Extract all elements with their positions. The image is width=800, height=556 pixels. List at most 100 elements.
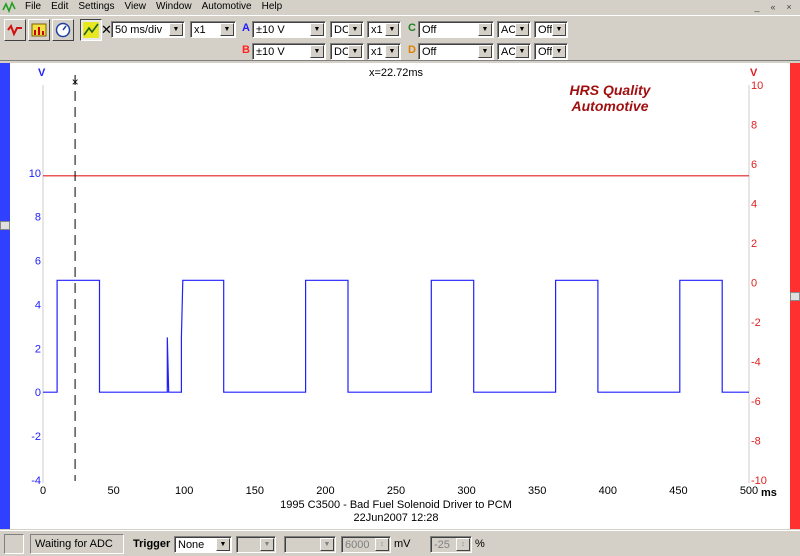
- window-controls: _ « ×: [750, 1, 796, 13]
- menu-automotive[interactable]: Automotive: [201, 1, 252, 12]
- channel-a-multiplier: x1: [371, 23, 383, 36]
- scope-display[interactable]: 10 8 6 4 2 0 -2 -4 10 8 6 4 2 0 -2 -4 -6 -8 -10 0 50 100 150…: [0, 63, 800, 529]
- chevron-down-icon: ▼: [320, 538, 334, 551]
- channel-b-range-select[interactable]: ±10 V ▼: [252, 43, 326, 60]
- x-tick-label: 50: [107, 485, 119, 497]
- channel-b-offset-handle[interactable]: [790, 292, 800, 301]
- run-stop-button[interactable]: [4, 534, 24, 554]
- restore-button[interactable]: «: [770, 2, 776, 12]
- channel-a-label: A: [242, 22, 250, 34]
- channel-a-range-select[interactable]: ±10 V ▼: [252, 21, 326, 38]
- cursor-marker[interactable]: ×: [72, 75, 79, 89]
- timebase-select[interactable]: 50 ms/div ▼: [111, 21, 185, 38]
- right-tick-label: -10: [751, 475, 767, 487]
- channel-d-coupling-select[interactable]: AC ▼: [497, 43, 531, 60]
- menu-help[interactable]: Help: [261, 1, 283, 12]
- right-tick-label: 2: [751, 238, 757, 250]
- trigger-mode-select[interactable]: None ▼: [174, 536, 232, 553]
- trigger-label: Trigger: [133, 538, 171, 550]
- zoom-select[interactable]: x1 ▼: [190, 21, 236, 38]
- x-tick-label: 150: [246, 485, 264, 497]
- channel-c-coupling-select[interactable]: AC ▼: [497, 21, 531, 38]
- channel-a-range: ±10 V: [256, 23, 285, 36]
- x-axis-unit: ms: [761, 487, 777, 499]
- channel-b-coupling: DC: [334, 45, 350, 58]
- channel-c-coupling: AC: [501, 23, 517, 36]
- channel-d-multiplier: Off: [538, 45, 553, 58]
- spinner-icon: ↕: [456, 538, 470, 551]
- trace-mode-button[interactable]: [80, 19, 102, 41]
- trigger-mode-value: None: [178, 538, 205, 551]
- left-tick-label: 8: [35, 212, 41, 224]
- x-axis: 0 50 100 150 200 250 300 350 400 450 500: [40, 485, 758, 497]
- watermark-line-2: Automotive: [571, 98, 649, 114]
- trigger-level-value: 6000: [345, 538, 370, 551]
- trigger-level-unit: mV: [394, 538, 411, 550]
- cursor-readout: x=22.72ms: [369, 67, 424, 79]
- channel-a-trace: [43, 279, 749, 393]
- right-tick-label: 0: [751, 278, 757, 290]
- cursor-cross-icon[interactable]: ✕: [101, 22, 112, 37]
- menu-edit[interactable]: Edit: [51, 1, 69, 12]
- menu-view[interactable]: View: [124, 1, 147, 12]
- right-tick-label: 10: [751, 80, 763, 92]
- status-message: Waiting for ADC: [35, 538, 113, 550]
- scope-mode-button[interactable]: [4, 19, 26, 41]
- trigger-delay-spinner[interactable]: -25 ↕: [430, 536, 472, 553]
- channel-b-label: B: [242, 44, 250, 56]
- app-icon: [2, 0, 16, 13]
- chevron-down-icon: ▼: [552, 45, 566, 58]
- bar-chart-icon: [31, 23, 47, 37]
- trigger-level-spinner[interactable]: 6000 ↕: [341, 536, 391, 553]
- channel-c-label: C: [408, 22, 416, 34]
- chevron-down-icon: ▼: [515, 45, 529, 58]
- right-tick-label: -6: [751, 396, 761, 408]
- channel-d-range-select[interactable]: Off ▼: [418, 43, 494, 60]
- left-tick-label: 10: [29, 168, 41, 180]
- spectrum-mode-button[interactable]: [28, 19, 50, 41]
- channel-c-multiplier-select[interactable]: Off ▼: [534, 21, 568, 38]
- meter-icon: [55, 22, 71, 38]
- right-tick-label: -8: [751, 436, 761, 448]
- channel-b-multiplier: x1: [371, 45, 383, 58]
- channel-c-range-select[interactable]: Off ▼: [418, 21, 494, 38]
- trigger-channel-select[interactable]: ▼: [236, 536, 276, 553]
- channel-b-coupling-select[interactable]: DC ▼: [330, 43, 364, 60]
- x-tick-label: 100: [175, 485, 193, 497]
- chevron-down-icon: ▼: [478, 23, 492, 36]
- scope-plot: 10 8 6 4 2 0 -2 -4 10 8 6 4 2 0 -2 -4 -6 -8 -10 0 50 100 150…: [29, 67, 777, 524]
- chevron-down-icon: ▼: [385, 23, 399, 36]
- chevron-down-icon: ▼: [310, 45, 324, 58]
- right-axis-unit: V: [750, 67, 758, 79]
- channel-d-coupling: AC: [501, 45, 517, 58]
- x-tick-label: 0: [40, 485, 46, 497]
- channel-a-offset-handle[interactable]: [0, 221, 10, 230]
- menu-settings[interactable]: Settings: [78, 1, 115, 12]
- channel-c-range: Off: [422, 23, 437, 36]
- chevron-down-icon: ▼: [385, 45, 399, 58]
- channel-a-coupling-select[interactable]: DC ▼: [330, 21, 364, 38]
- timebase-value: 50 ms/div: [115, 23, 163, 36]
- menu-file[interactable]: File: [25, 1, 42, 12]
- chevron-down-icon: ▼: [220, 23, 234, 36]
- scope-mode-icon: [7, 23, 22, 37]
- menu-window[interactable]: Window: [156, 1, 192, 12]
- chevron-down-icon: ▼: [552, 23, 566, 36]
- minimize-button[interactable]: _: [754, 2, 760, 12]
- channel-a-offset-bar[interactable]: [0, 63, 10, 529]
- meter-mode-button[interactable]: [52, 19, 74, 41]
- channel-a-multiplier-select[interactable]: x1 ▼: [367, 21, 401, 38]
- left-tick-label: -4: [31, 475, 41, 487]
- channel-b-multiplier-select[interactable]: x1 ▼: [367, 43, 401, 60]
- x-tick-label: 200: [316, 485, 334, 497]
- channel-c-multiplier: Off: [538, 23, 553, 36]
- close-button[interactable]: ×: [786, 2, 792, 12]
- channel-d-range: Off: [422, 45, 437, 58]
- channel-b-offset-bar[interactable]: [790, 63, 800, 529]
- trigger-direction-select[interactable]: ▼: [284, 536, 336, 553]
- channel-d-label: D: [408, 44, 416, 56]
- channel-d-multiplier-select[interactable]: Off ▼: [534, 43, 568, 60]
- x-tick-label: 300: [457, 485, 475, 497]
- chevron-down-icon: ▼: [310, 23, 324, 36]
- menu-bar: File Edit Settings View Window Automotiv…: [0, 0, 800, 14]
